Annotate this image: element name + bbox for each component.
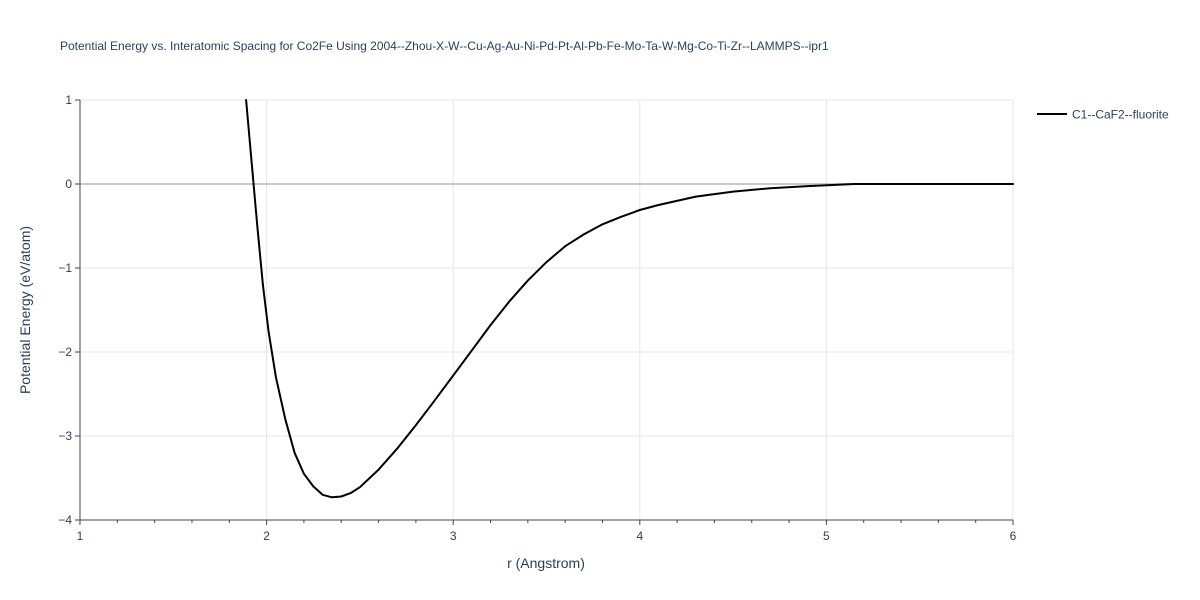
- y-tick-label: −4: [58, 513, 72, 527]
- legend[interactable]: C1--CaF2--fluorite: [1037, 108, 1169, 122]
- x-tick-label: 5: [823, 529, 830, 543]
- y-tick-label: −3: [58, 429, 72, 443]
- y-tick-label: 1: [65, 93, 72, 107]
- x-tick-label: 6: [1010, 529, 1017, 543]
- x-tick-label: 3: [450, 529, 457, 543]
- legend-label: C1--CaF2--fluorite: [1072, 108, 1169, 122]
- y-tick-label: −1: [58, 261, 72, 275]
- series-layer: [245, 99, 1014, 499]
- series-line: [245, 99, 1014, 499]
- y-axis-title: Potential Energy (eV/atom): [17, 226, 33, 394]
- x-tick-label: 2: [263, 529, 270, 543]
- grid: [80, 99, 1014, 520]
- x-axis-title: r (Angstrom): [507, 555, 585, 571]
- x-tick-label: 4: [636, 529, 643, 543]
- x-tick-label: 1: [77, 529, 84, 543]
- chart-title: Potential Energy vs. Interatomic Spacing…: [60, 39, 829, 53]
- y-tick-label: 0: [65, 177, 72, 191]
- y-tick-label: −2: [58, 345, 72, 359]
- tick-labels: 1 2 3 4 5 6 1 0 −1 −2 −3 −4: [58, 93, 1016, 543]
- axes: [75, 99, 1014, 525]
